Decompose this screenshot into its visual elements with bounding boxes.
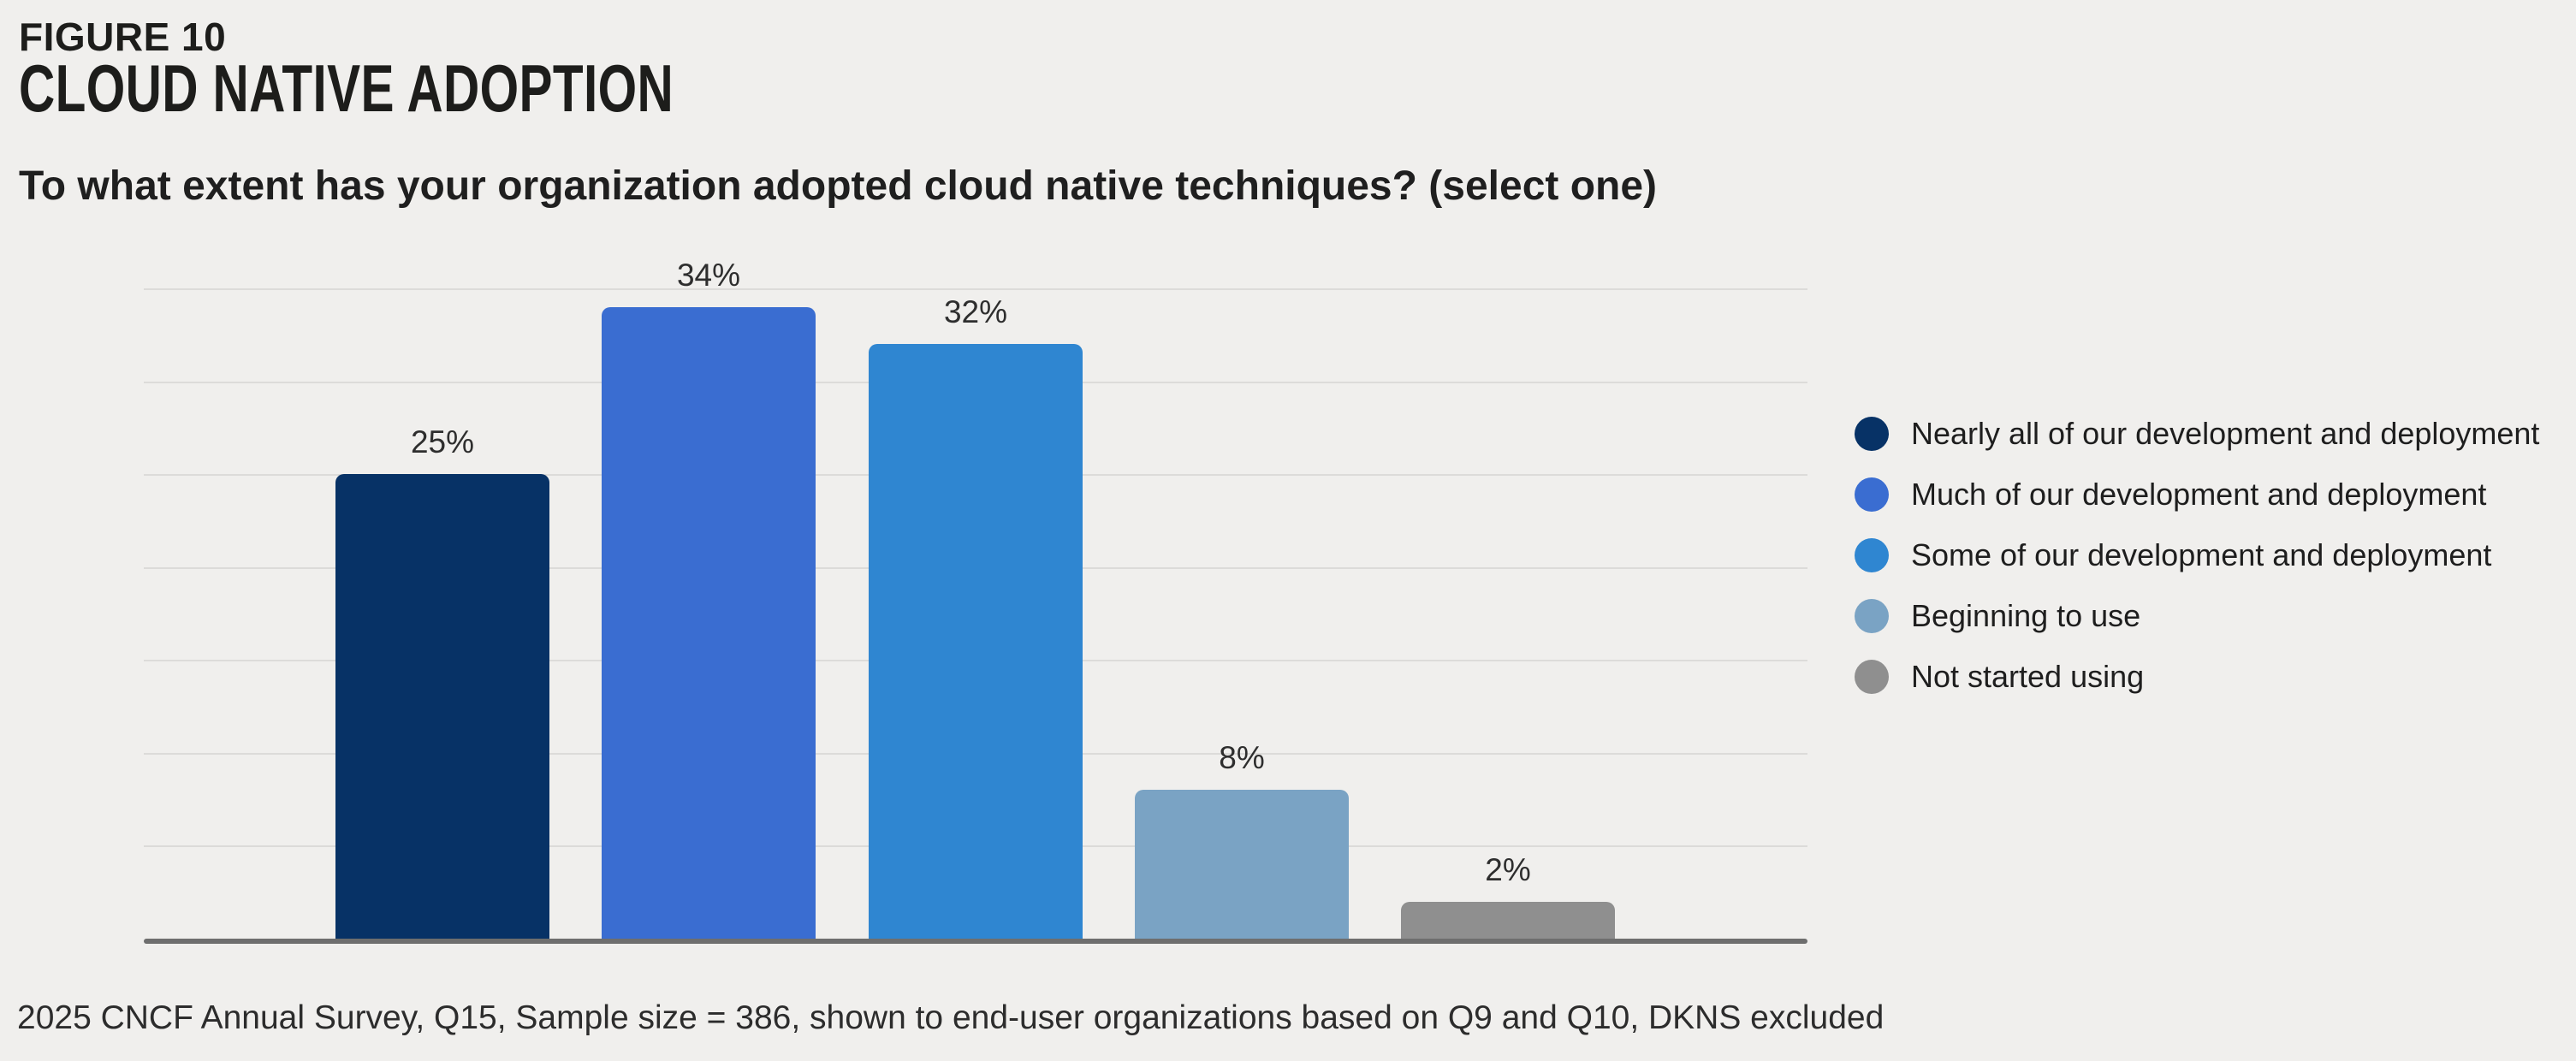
page-title: CLOUD NATIVE ADOPTION (19, 50, 674, 126)
legend-item-label: Not started using (1911, 659, 2145, 694)
chart-legend: Nearly all of our development and deploy… (1855, 416, 2540, 720)
legend-item: Nearly all of our development and deploy… (1855, 416, 2540, 451)
legend-item-label: Nearly all of our development and deploy… (1911, 416, 2540, 451)
bar (869, 344, 1083, 939)
legend-swatch-icon (1855, 599, 1889, 633)
figure-label: FIGURE 10 (19, 15, 227, 59)
bar-value-label: 2% (1485, 852, 1531, 887)
question-subtitle: To what extent has your organization ado… (19, 163, 1658, 209)
bar-value-label: 34% (676, 258, 741, 293)
legend-swatch-icon (1855, 538, 1889, 572)
bar (1135, 790, 1349, 939)
legend-item: Not started using (1855, 659, 2539, 694)
bar (1401, 902, 1615, 939)
legend-item-label: Much of our development and deployment (1911, 477, 2487, 512)
source-note: 2025 CNCF Annual Survey, Q15, Sample siz… (17, 999, 1885, 1036)
legend-swatch-icon (1855, 660, 1889, 694)
bar-chart-plot-area: 25% 34% 32% 8% 2% (144, 258, 1807, 939)
legend-item-label: Some of our development and deployment (1911, 537, 2492, 572)
gridline (144, 288, 1807, 290)
bar (602, 307, 816, 939)
bar (335, 474, 549, 939)
bar-value-label: 8% (1219, 740, 1265, 775)
legend-item: Much of our development and deployment (1855, 477, 2539, 512)
bar-value-label: 25% (410, 424, 475, 459)
legend-item-label: Beginning to use (1911, 598, 2141, 633)
x-axis-line (144, 939, 1807, 944)
legend-swatch-icon (1855, 477, 1889, 512)
legend-swatch-icon (1855, 417, 1889, 451)
bar-value-label: 32% (943, 294, 1008, 329)
legend-item: Beginning to use (1855, 598, 2539, 633)
legend-item: Some of our development and deployment (1855, 537, 2539, 572)
